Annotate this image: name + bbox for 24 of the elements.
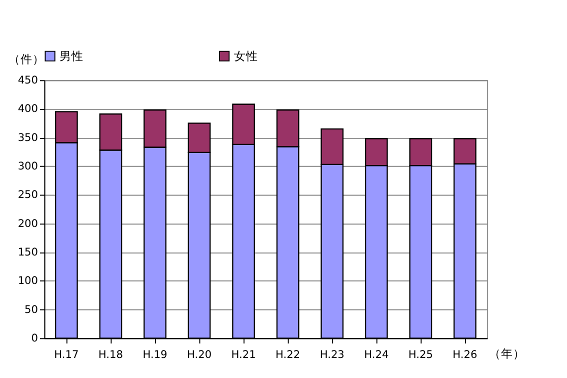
y-tick-label: 250 — [18, 189, 38, 202]
y-tick-label: 200 — [18, 218, 38, 230]
x-tick-label: H.20 — [186, 348, 212, 361]
y-tick-label: 150 — [18, 246, 38, 259]
x-tick-label: H.17 — [54, 348, 79, 361]
x-tick-label: H.21 — [231, 348, 256, 361]
x-tick-label: H.25 — [408, 348, 433, 361]
y-tick-label: 300 — [18, 160, 38, 173]
y-tick-label: 350 — [18, 132, 38, 144]
x-tick-label: H.18 — [98, 348, 123, 361]
legend-label: 男性 — [60, 48, 84, 63]
x-tick-label: H.24 — [364, 348, 389, 361]
y-tick-label: 0 — [31, 332, 38, 345]
x-tick-label: H.26 — [452, 348, 478, 361]
y-tick-label: 400 — [18, 103, 38, 116]
x-tick-label: H.19 — [142, 348, 168, 361]
x-axis-title: （年） — [489, 346, 526, 360]
y-tick-label: 50 — [24, 304, 38, 316]
x-tick-label: H.23 — [320, 348, 344, 361]
y-tick-label: 100 — [18, 275, 38, 288]
y-axis-title: （件） — [8, 52, 44, 66]
legend-label: 女性 — [234, 48, 258, 63]
x-tick-label: H.22 — [276, 348, 300, 361]
y-tick-label: 450 — [18, 74, 38, 87]
